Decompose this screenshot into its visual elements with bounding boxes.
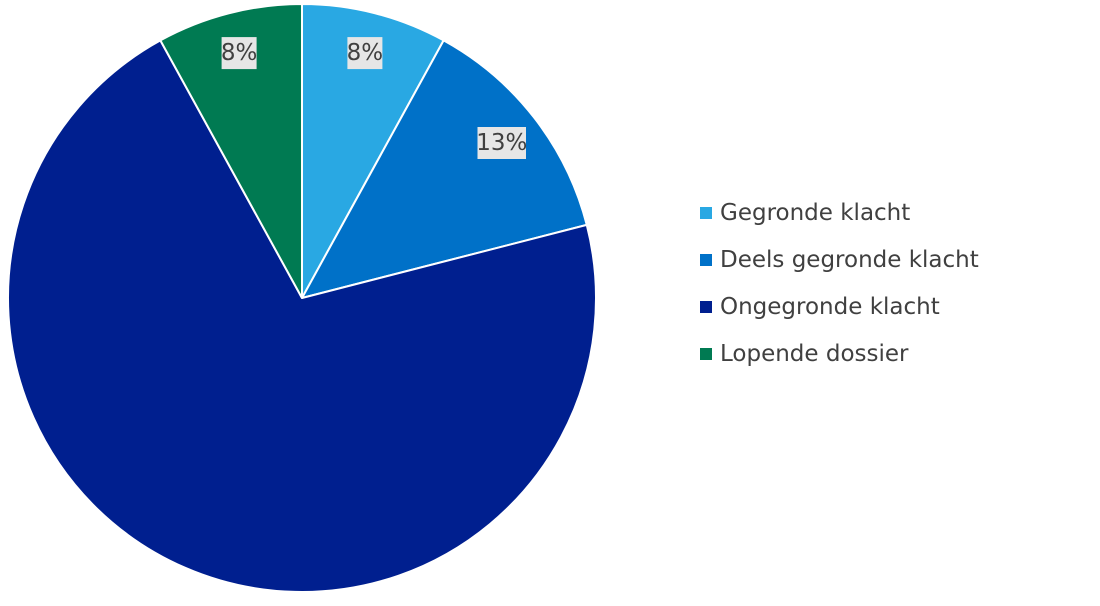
data-label: 13% [476,130,527,156]
data-label: 8% [221,40,258,66]
data-label-group: 8% [347,37,384,70]
data-label-group: 8% [221,37,258,70]
data-labels: 8%13%71%8% [221,37,527,159]
data-label-group: 13% [476,127,527,159]
pie-slice-ongegronde-klacht [6,39,597,593]
data-label: 8% [347,40,384,66]
legend-label: Ongegronde klacht [720,294,940,320]
legend-swatch [700,207,712,219]
pie-slice-gegronde-klacht [301,3,445,299]
legend-swatch [700,348,712,360]
data-label-background [347,37,383,70]
legend-label: Gegronde klacht [720,200,910,226]
data-label-background [221,37,257,70]
pie-slice-deels-gegronde-klacht [301,39,588,299]
legend-swatch [700,301,712,313]
legend: Gegronde klacht Deels gegronde klacht Onge… [700,200,979,367]
pie-slice-lopende-dossier [159,3,303,299]
pie-slices [6,3,597,593]
data-label-background [477,127,526,159]
legend-swatch [700,254,712,266]
legend-label: Deels gegronde klacht [720,247,979,273]
legend-label: Lopende dossier [720,341,909,367]
